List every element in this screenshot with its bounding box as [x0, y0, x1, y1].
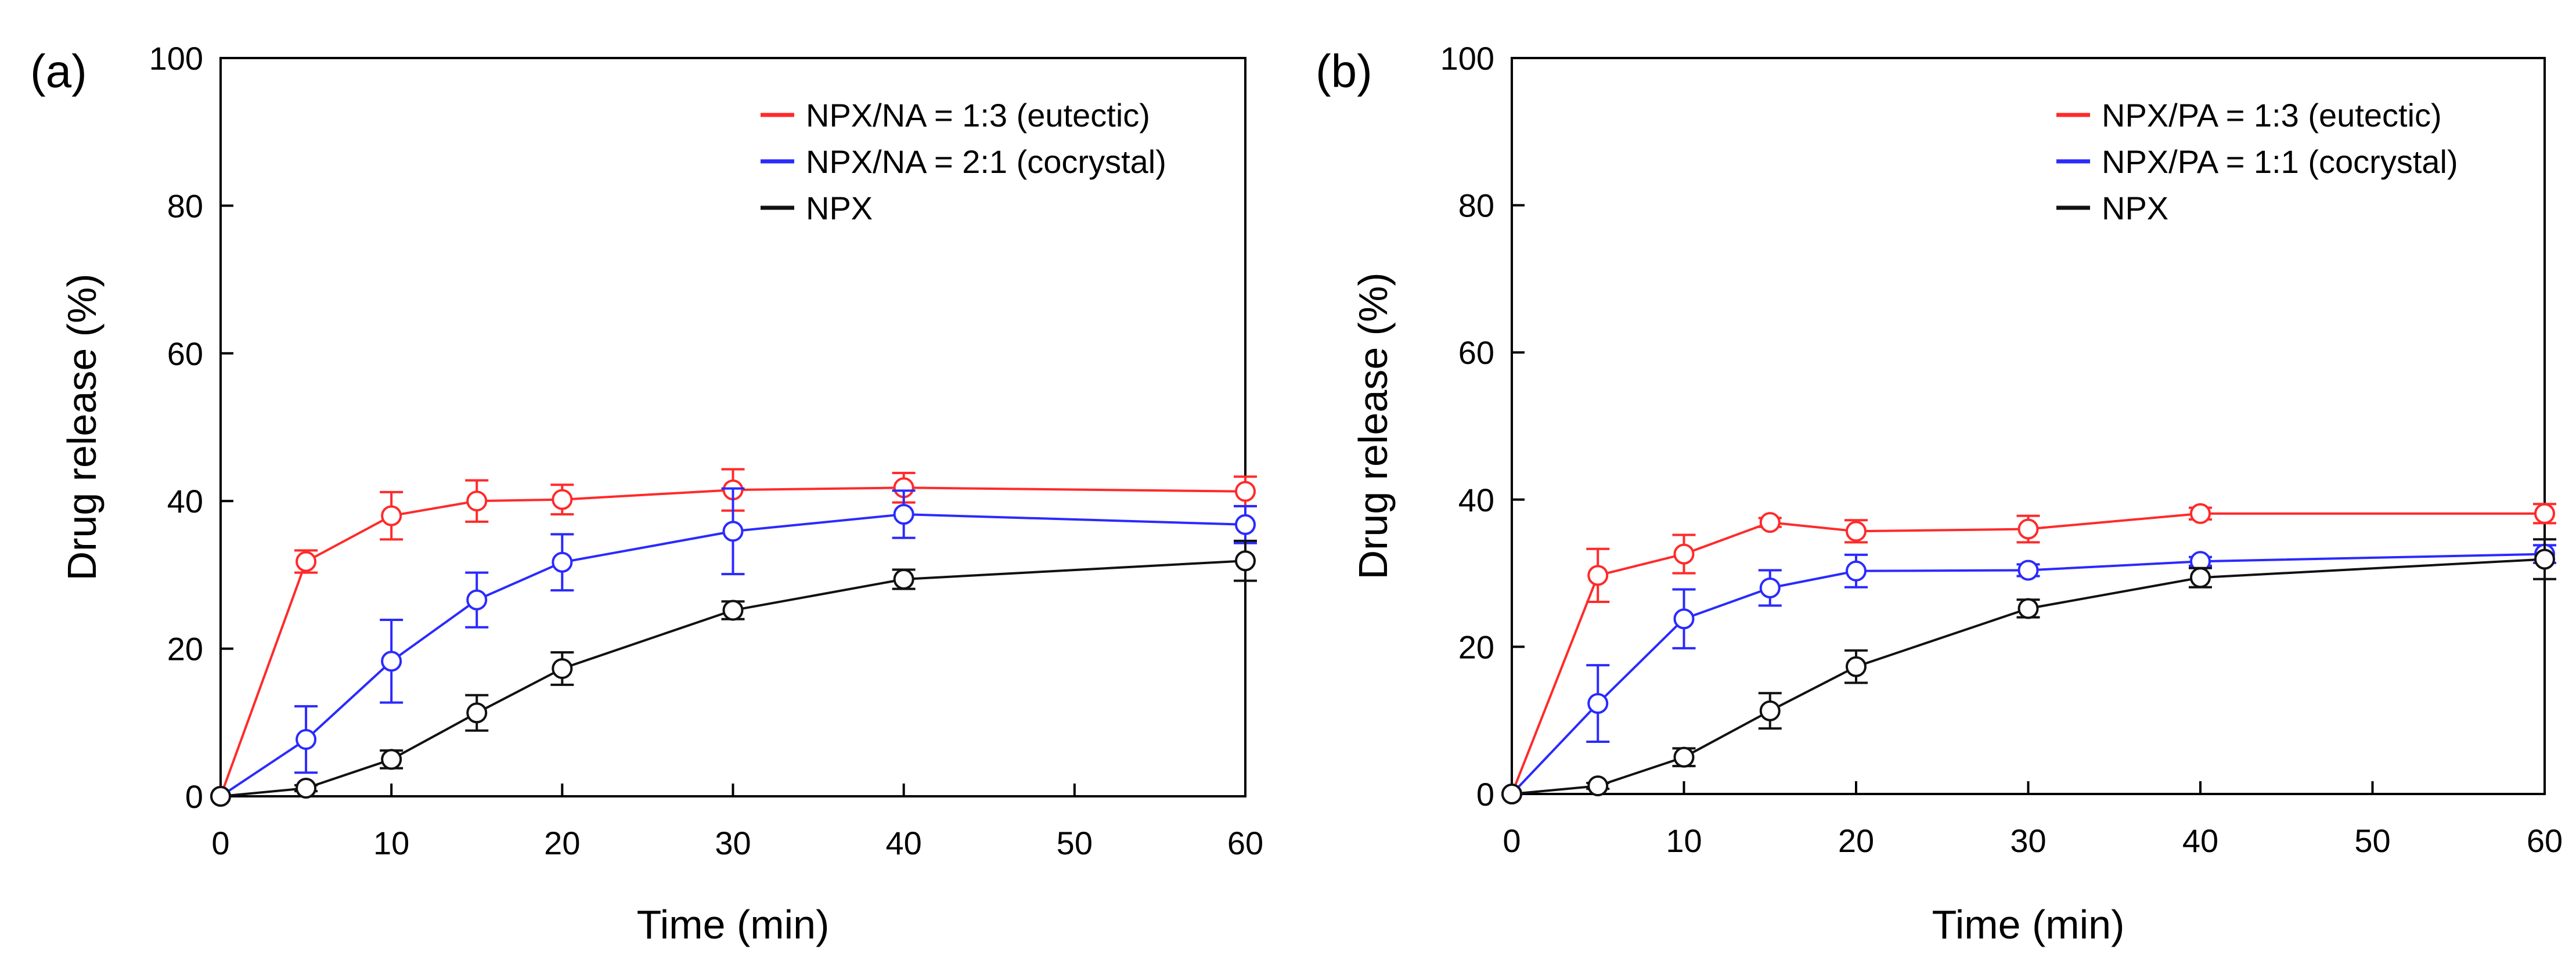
- data-point-a-1-1: [296, 729, 317, 750]
- series-line-a-0: [219, 486, 1246, 797]
- data-point-a-1-3: [466, 589, 488, 611]
- data-point-b-1-4: [1846, 560, 1867, 582]
- x-tick-label-b-60: 60: [2527, 822, 2563, 859]
- data-point-b-0-1: [1587, 565, 1609, 586]
- data-point-a-1-6: [893, 504, 914, 525]
- legend-label-b-0: NPX/PA = 1:3 (eutectic): [2102, 97, 2442, 133]
- data-point-a-2-6: [893, 569, 914, 590]
- series-a-1: [210, 487, 1257, 807]
- y-tick-label-b-40: 40: [1458, 482, 1494, 518]
- data-point-a-1-5: [722, 521, 744, 542]
- data-point-b-1-1: [1587, 693, 1609, 714]
- x-tick-label-a-20: 20: [544, 825, 580, 861]
- series-line-a-2: [220, 560, 1246, 797]
- x-tick-label-a-50: 50: [1057, 825, 1093, 861]
- data-point-a-2-3: [466, 702, 488, 724]
- data-point-b-1-3: [1759, 577, 1781, 598]
- panel-label-b: (b): [1316, 45, 1372, 97]
- legend-a: NPX/NA = 1:3 (eutectic) NPX/NA = 2:1 (coc…: [761, 97, 1166, 226]
- x-tick-label-a-0: 0: [211, 825, 229, 861]
- data-point-a-2-0: [210, 786, 231, 807]
- data-point-a-2-1: [296, 778, 317, 799]
- data-point-a-0-4: [552, 489, 573, 510]
- data-point-b-2-7: [2534, 548, 2555, 570]
- x-tick-label-b-20: 20: [1838, 822, 1874, 859]
- series-line-a-1: [219, 513, 1246, 797]
- legend-label-a-0: NPX/NA = 1:3 (eutectic): [806, 97, 1150, 133]
- y-tick-label-a-40: 40: [167, 483, 203, 519]
- data-point-a-0-1: [296, 551, 317, 572]
- legend-label-a-2: NPX: [806, 190, 873, 226]
- data-point-a-0-2: [381, 505, 402, 526]
- data-point-a-0-3: [466, 490, 488, 512]
- series-line-b-2: [1511, 558, 2545, 795]
- series-a-0: [210, 468, 1257, 807]
- data-point-a-2-2: [381, 749, 402, 770]
- data-point-a-2-7: [1235, 550, 1256, 572]
- series-b-2: [1501, 538, 2556, 804]
- data-point-a-1-4: [552, 551, 573, 573]
- x-axis-title-b: Time (min): [1932, 902, 2125, 947]
- y-axis-title-a: Drug release (%): [59, 273, 105, 580]
- x-axis-title-a: Time (min): [637, 902, 830, 947]
- panel-label-a: (a): [30, 45, 87, 97]
- y-tick-label-a-0: 0: [185, 778, 203, 815]
- data-point-b-0-3: [1759, 512, 1781, 533]
- data-point-a-2-4: [552, 658, 573, 679]
- legend-label-b-2: NPX: [2102, 190, 2168, 226]
- y-tick-label-b-60: 60: [1458, 334, 1494, 371]
- data-point-a-0-7: [1235, 481, 1256, 502]
- data-point-b-1-2: [1673, 608, 1695, 630]
- series-line-b-0: [1511, 512, 2545, 795]
- data-point-b-0-4: [1846, 521, 1867, 542]
- x-tick-label-b-30: 30: [2010, 822, 2046, 859]
- data-point-b-0-7: [2534, 503, 2555, 524]
- x-tick-label-b-10: 10: [1666, 822, 1702, 859]
- data-point-b-2-4: [1846, 656, 1867, 677]
- y-tick-label-b-80: 80: [1458, 187, 1494, 224]
- data-point-b-2-2: [1673, 746, 1695, 768]
- data-point-a-1-7: [1235, 514, 1256, 535]
- data-point-a-2-5: [722, 600, 744, 621]
- data-point-b-2-6: [2190, 567, 2211, 589]
- x-tick-label-b-0: 0: [1503, 822, 1521, 859]
- y-tick-label-b-100: 100: [1440, 40, 1494, 77]
- y-tick-label-a-60: 60: [167, 335, 203, 372]
- panel-a: (a) 0 10 20 30 40 50 60 0 20 40 60 80 100 Time (min) Dr…: [30, 40, 1263, 947]
- legend-label-a-1: NPX/NA = 2:1 (cocrystal): [806, 143, 1166, 180]
- data-point-b-1-5: [2017, 560, 2039, 581]
- y-tick-label-b-0: 0: [1476, 776, 1494, 813]
- data-point-b-0-2: [1673, 543, 1695, 565]
- legend-label-b-1: NPX/PA = 1:1 (cocrystal): [2102, 143, 2458, 180]
- x-tick-label-a-60: 60: [1227, 825, 1263, 861]
- x-tick-label-a-30: 30: [715, 825, 751, 861]
- x-tick-label-b-50: 50: [2354, 822, 2390, 859]
- y-tick-label-a-20: 20: [167, 631, 203, 667]
- x-tick-label-a-40: 40: [886, 825, 922, 861]
- panel-b: (b) 0 10 20 30 40 50 60 0 20 40 60 80 100 Time (min) Dr…: [1316, 40, 2563, 947]
- series-a-2: [210, 539, 1257, 807]
- data-point-b-0-6: [2190, 503, 2211, 524]
- data-point-b-2-0: [1501, 784, 1522, 804]
- x-tick-label-b-40: 40: [2182, 822, 2218, 859]
- data-point-b-2-5: [2017, 598, 2039, 619]
- y-axis-title-b: Drug release (%): [1350, 272, 1396, 579]
- y-tick-label-a-100: 100: [149, 40, 203, 77]
- y-tick-label-a-80: 80: [167, 187, 203, 224]
- series-line-b-1: [1511, 553, 2545, 795]
- data-point-a-1-2: [381, 651, 402, 672]
- data-point-b-0-5: [2017, 518, 2039, 540]
- x-tick-label-a-10: 10: [373, 825, 409, 861]
- y-tick-label-b-20: 20: [1458, 629, 1494, 665]
- data-point-b-2-3: [1759, 700, 1781, 721]
- legend-b: NPX/PA = 1:3 (eutectic) NPX/PA = 1:1 (coc…: [2056, 97, 2458, 226]
- data-point-b-2-1: [1587, 775, 1609, 797]
